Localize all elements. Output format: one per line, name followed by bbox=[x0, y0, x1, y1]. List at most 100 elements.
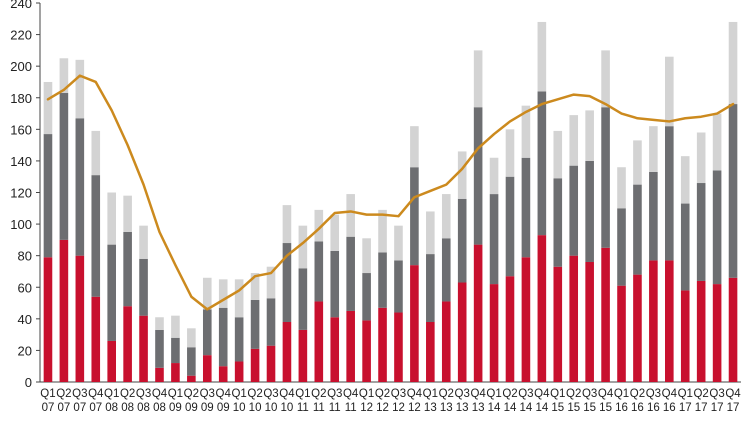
bar-segment-1 bbox=[521, 257, 531, 382]
bar-segment-2 bbox=[505, 176, 515, 277]
bar-segment-3 bbox=[441, 194, 451, 239]
bar-segment-1 bbox=[202, 355, 212, 382]
bar-segment-3 bbox=[43, 81, 53, 135]
bar-segment-2 bbox=[665, 126, 674, 261]
bar-segment-3 bbox=[282, 205, 292, 244]
bar-segment-2 bbox=[537, 91, 547, 236]
x-tick-label: Q1 17 bbox=[678, 388, 693, 414]
x-tick-label: Q2 16 bbox=[630, 388, 645, 414]
bar-segment-1 bbox=[362, 320, 371, 382]
x-tick-label: Q4 17 bbox=[725, 388, 741, 414]
bar-segment-3 bbox=[155, 317, 164, 330]
x-tick-label: Q4 07 bbox=[88, 388, 104, 414]
bar-segment-1 bbox=[696, 280, 706, 382]
y-tick-label: 220 bbox=[10, 28, 32, 43]
bar-segment-1 bbox=[43, 257, 53, 382]
bar-segment-3 bbox=[362, 238, 371, 274]
bar-segment-1 bbox=[569, 255, 579, 382]
y-tick-label: 240 bbox=[10, 0, 32, 11]
x-tick-label: Q3 15 bbox=[582, 388, 597, 414]
bar-segment-2 bbox=[155, 329, 164, 368]
x-tick-label: Q3 09 bbox=[200, 388, 215, 414]
bar-segment-1 bbox=[489, 284, 499, 382]
bar-segment-1 bbox=[171, 363, 180, 382]
bar-segment-3 bbox=[378, 209, 387, 253]
bar-segment-3 bbox=[91, 130, 101, 176]
bar-segment-1 bbox=[346, 310, 355, 382]
x-tick-label: Q2 08 bbox=[120, 388, 135, 414]
x-tick-label: Q1 10 bbox=[231, 388, 246, 414]
bar-segment-1 bbox=[187, 375, 196, 382]
bar-segment-2 bbox=[362, 273, 371, 321]
bar-segment-3 bbox=[505, 129, 515, 177]
x-tick-label: Q3 14 bbox=[518, 388, 533, 414]
bar-segment-2 bbox=[91, 175, 101, 297]
bar-segment-3 bbox=[234, 279, 244, 318]
bar-segment-3 bbox=[537, 21, 547, 92]
y-tick-label: 140 bbox=[10, 154, 32, 169]
bar-segment-2 bbox=[266, 298, 276, 346]
bar-segment-1 bbox=[505, 276, 515, 382]
bar-segment-3 bbox=[59, 58, 69, 94]
bar-segment-2 bbox=[250, 299, 260, 349]
bar-segment-3 bbox=[107, 192, 116, 245]
bar-segment-1 bbox=[649, 260, 658, 382]
bar-segment-1 bbox=[298, 329, 308, 382]
x-tick-label: Q1 11 bbox=[295, 388, 310, 414]
bar-segment-1 bbox=[441, 301, 451, 382]
bar-segment-2 bbox=[441, 238, 451, 302]
bar-segment-3 bbox=[187, 328, 196, 348]
bar-segment-3 bbox=[489, 157, 499, 195]
x-tick-label: Q4 12 bbox=[407, 388, 423, 414]
y-tick-label: 60 bbox=[18, 280, 32, 295]
bar-segment-2 bbox=[680, 203, 690, 291]
line-layer bbox=[46, 74, 735, 311]
bar-segment-1 bbox=[91, 296, 101, 382]
x-tick-label: Q2 17 bbox=[693, 388, 708, 414]
bar-segment-2 bbox=[202, 309, 212, 356]
bar-segment-2 bbox=[123, 231, 132, 307]
bar-segment-3 bbox=[298, 225, 308, 269]
bar-segment-1 bbox=[155, 367, 164, 382]
bar-segment-1 bbox=[218, 366, 228, 382]
bar-segment-2 bbox=[728, 104, 738, 278]
bar-segment-1 bbox=[107, 340, 116, 382]
bar-segment-1 bbox=[585, 261, 594, 382]
bar-segment-1 bbox=[728, 277, 738, 382]
y-tick-label: 120 bbox=[10, 186, 32, 201]
x-tick-label: Q2 15 bbox=[566, 388, 581, 414]
bar-segment-1 bbox=[665, 260, 674, 382]
bar-segment-3 bbox=[728, 21, 738, 105]
bar-segment-3 bbox=[473, 50, 483, 108]
bar-segment-3 bbox=[250, 273, 260, 300]
bar-segment-3 bbox=[394, 225, 403, 261]
bar-segment-1 bbox=[553, 266, 563, 382]
bar-segment-2 bbox=[489, 194, 499, 285]
bar-segment-2 bbox=[234, 317, 244, 362]
bar-segment-1 bbox=[601, 247, 610, 382]
x-tick-label: Q3 08 bbox=[136, 388, 151, 414]
bar-segment-1 bbox=[680, 290, 690, 382]
x-tick-label: Q3 17 bbox=[709, 388, 724, 414]
y-tick-label: 80 bbox=[18, 249, 32, 264]
bar-segment-2 bbox=[218, 307, 228, 367]
bar-segment-1 bbox=[712, 284, 722, 382]
y-tick-label: 200 bbox=[10, 59, 32, 74]
x-tick-label: Q3 10 bbox=[263, 388, 278, 414]
x-tick-label: Q3 07 bbox=[72, 388, 87, 414]
bar-segment-1 bbox=[123, 306, 132, 382]
x-tick-label: Q2 11 bbox=[311, 388, 326, 414]
x-tick-label: Q4 08 bbox=[152, 388, 168, 414]
bar-segment-1 bbox=[266, 345, 276, 382]
y-tick-label: 40 bbox=[18, 312, 32, 327]
bar-segment-2 bbox=[314, 241, 324, 302]
bar-segment-3 bbox=[123, 195, 132, 232]
bar-segment-1 bbox=[250, 348, 260, 382]
bar-segment-2 bbox=[187, 347, 196, 376]
bar-segment-3 bbox=[680, 156, 690, 204]
x-tick-label: Q1 07 bbox=[40, 388, 55, 414]
bar-layer bbox=[43, 21, 738, 382]
bar-segment-3 bbox=[426, 211, 435, 255]
x-tick-label: Q1 16 bbox=[614, 388, 629, 414]
